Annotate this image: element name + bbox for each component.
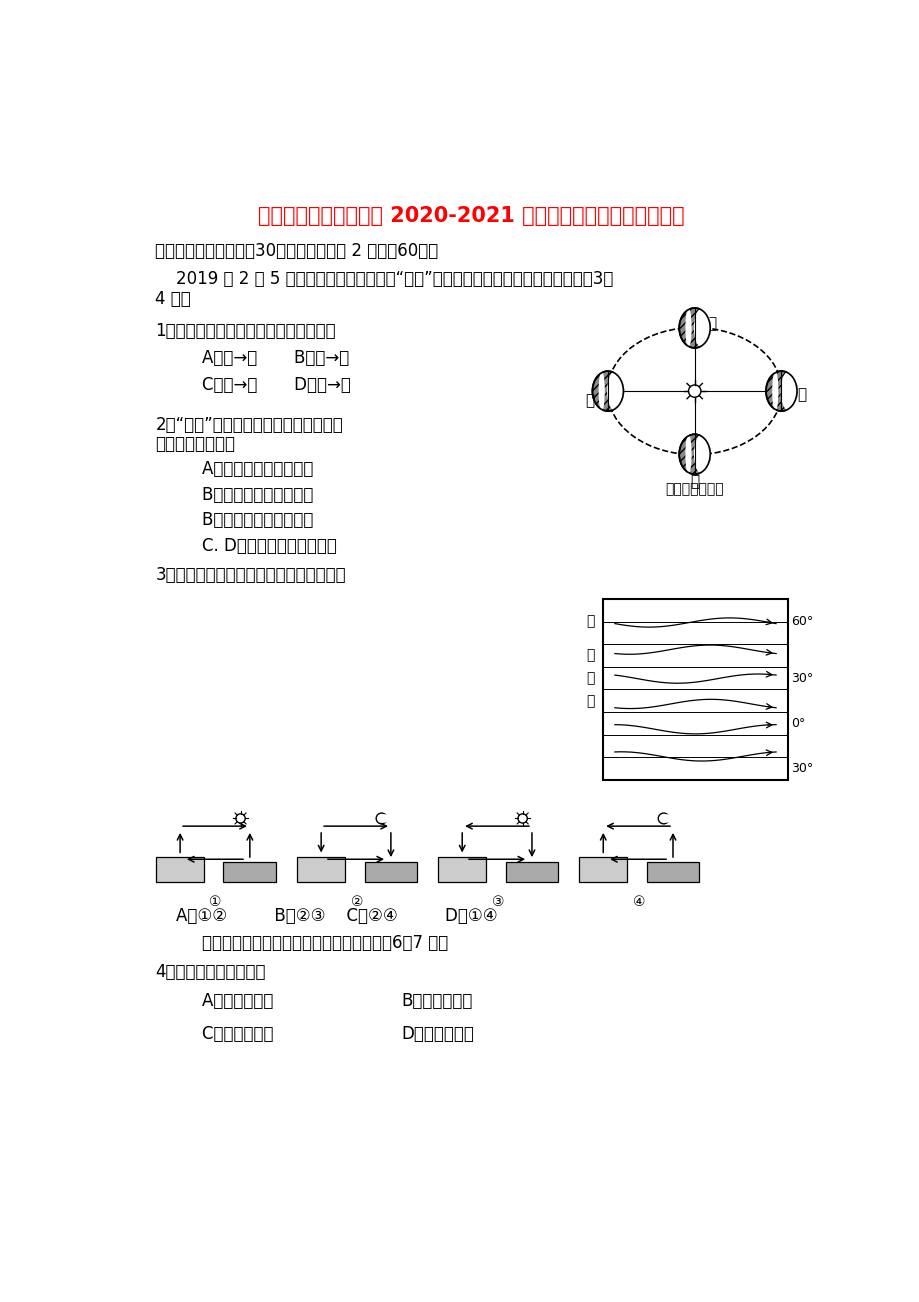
Text: 0°: 0° (790, 717, 804, 730)
Text: 丁: 丁 (796, 387, 805, 402)
Circle shape (687, 385, 700, 397)
Text: 海洋: 海洋 (384, 867, 397, 876)
Ellipse shape (771, 371, 777, 411)
Text: 乙: 乙 (584, 393, 594, 409)
Text: 陆地: 陆地 (173, 863, 187, 876)
Text: 右图为气压带、风带分布示意图，据此完成6～7 题。: 右图为气压带、风带分布示意图，据此完成6～7 题。 (181, 934, 448, 952)
Ellipse shape (685, 434, 691, 474)
Circle shape (517, 814, 527, 823)
Text: 丙: 丙 (689, 474, 698, 488)
FancyBboxPatch shape (223, 862, 276, 881)
Text: 宁夏青铜峡市高级中学 2020-2021 学年高二地理上学期期中试题: 宁夏青铜峡市高级中学 2020-2021 学年高二地理上学期期中试题 (258, 206, 684, 227)
FancyBboxPatch shape (603, 599, 787, 780)
Text: 乙: 乙 (586, 648, 595, 663)
Text: A．极地东风带: A．极地东风带 (181, 992, 273, 1009)
Text: 30°: 30° (790, 762, 812, 775)
Circle shape (658, 812, 668, 824)
FancyBboxPatch shape (437, 857, 486, 881)
Text: 海洋: 海洋 (525, 867, 538, 876)
Text: A．甲→乙       B．乙→丙: A．甲→乙 B．乙→丙 (181, 349, 348, 367)
Text: 陆地: 陆地 (455, 863, 469, 876)
Text: 角由大到小依次是: 角由大到小依次是 (155, 435, 235, 453)
Text: C．丙→丁       D．丁→甲: C．丙→丁 D．丁→甲 (181, 376, 350, 393)
Text: C．东北信风带: C．东北信风带 (181, 1025, 273, 1043)
Text: 海洋: 海洋 (243, 867, 256, 876)
Text: 甲: 甲 (586, 615, 595, 629)
FancyBboxPatch shape (505, 862, 558, 881)
Text: 3．下图中能正确表示海陆间热力环流的是: 3．下图中能正确表示海陆间热力环流的是 (155, 566, 346, 583)
Text: A．①②         B．②③    C．②④         D．①④: A．①② B．②③ C．②④ D．①④ (155, 907, 497, 924)
Text: ②: ② (350, 896, 363, 909)
FancyBboxPatch shape (156, 857, 204, 881)
Text: ③: ③ (491, 896, 504, 909)
FancyBboxPatch shape (364, 862, 417, 881)
Circle shape (235, 814, 245, 823)
Text: 陆地: 陆地 (596, 863, 609, 876)
Text: 丙: 丙 (586, 671, 595, 685)
Ellipse shape (693, 434, 710, 474)
Ellipse shape (607, 371, 623, 411)
Text: 陆地: 陆地 (313, 863, 328, 876)
FancyBboxPatch shape (297, 857, 345, 881)
Text: B．广州、銀川、哈尔滨: B．广州、銀川、哈尔滨 (181, 512, 312, 529)
Text: 一、选择题（本大题入30个小题，每小题 2 分，入60分）: 一、选择题（本大题入30个小题，每小题 2 分，入60分） (155, 242, 438, 260)
Text: 2．“春节”这一天下列城市正午太阳高度: 2．“春节”这一天下列城市正午太阳高度 (155, 415, 343, 434)
Ellipse shape (693, 309, 710, 348)
Ellipse shape (678, 309, 709, 348)
Text: C. D．广州、哈尔滨、銀川: C. D．广州、哈尔滨、銀川 (181, 536, 336, 555)
FancyBboxPatch shape (579, 857, 627, 881)
Circle shape (376, 812, 387, 824)
Text: 甲: 甲 (707, 316, 716, 331)
Circle shape (662, 814, 670, 823)
Ellipse shape (780, 371, 797, 411)
Text: 30°: 30° (790, 672, 812, 685)
Text: 60°: 60° (790, 615, 812, 628)
Ellipse shape (592, 371, 623, 411)
Ellipse shape (685, 309, 691, 348)
Text: 丁: 丁 (586, 694, 595, 708)
Text: 海洋: 海洋 (665, 867, 679, 876)
Text: B．东南信风带: B．东南信风带 (402, 992, 472, 1009)
Text: B．哈尔滨、广州、銀川: B．哈尔滨、广州、銀川 (181, 486, 312, 504)
Text: 地球公转示意图: 地球公转示意图 (664, 482, 723, 496)
Text: 4．图中乙风带的名称是: 4．图中乙风带的名称是 (155, 963, 266, 982)
Text: ①: ① (210, 896, 221, 909)
Text: A．哈尔滨、銀川、广州: A．哈尔滨、銀川、广州 (181, 461, 312, 478)
Text: D．盛行西风带: D．盛行西风带 (402, 1025, 474, 1043)
Text: 2019 年 2 月 5 日是中华民族的传统节日“春节”，下图为地球公转示意图，据此完成3～: 2019 年 2 月 5 日是中华民族的传统节日“春节”，下图为地球公转示意图，… (155, 271, 613, 288)
Ellipse shape (766, 371, 796, 411)
Text: 4 题。: 4 题。 (155, 290, 191, 309)
Ellipse shape (598, 371, 604, 411)
Ellipse shape (678, 434, 709, 474)
Text: 1．图中地球公转速度逐渐变慢的时段是: 1．图中地球公转速度逐渐变慢的时段是 (155, 322, 335, 340)
Circle shape (380, 814, 389, 823)
FancyBboxPatch shape (646, 862, 698, 881)
Text: ④: ④ (632, 896, 644, 909)
